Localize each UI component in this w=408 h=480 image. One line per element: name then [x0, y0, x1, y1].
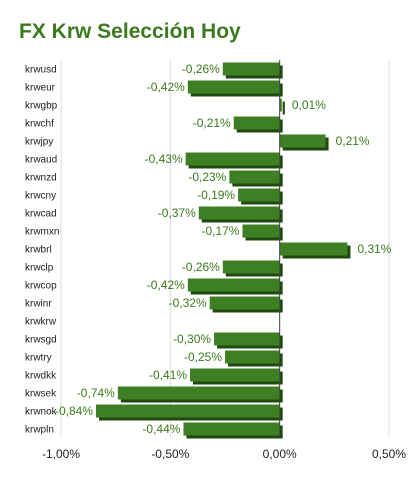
category-label: krwusd	[25, 65, 57, 76]
data-label: -0,41%	[149, 368, 187, 382]
bar	[183, 422, 280, 436]
bar-shadow	[282, 101, 285, 115]
category-label: krwcny	[25, 191, 56, 202]
bar	[279, 242, 348, 256]
data-label: -0,26%	[182, 62, 220, 76]
category-label: krwclp	[25, 263, 54, 274]
data-label: -0,42%	[147, 80, 185, 94]
data-label: -0,26%	[182, 260, 220, 274]
bar	[222, 260, 280, 274]
data-label: -0,43%	[145, 152, 183, 166]
x-tick-label: 0,50%	[372, 447, 406, 461]
category-label: krwdkk	[25, 371, 57, 382]
category-label: krwpln	[25, 425, 54, 436]
category-label: krwmxn	[25, 227, 59, 238]
category-label: krwinr	[25, 299, 52, 310]
data-label: -0,19%	[197, 188, 235, 202]
bar	[238, 188, 280, 202]
bar	[198, 206, 280, 220]
bar	[214, 332, 280, 346]
category-label: krwsek	[25, 389, 57, 400]
bar	[233, 116, 280, 130]
category-label: krwcad	[25, 209, 57, 220]
data-label: -0,74%	[77, 386, 115, 400]
category-label: krwnzd	[25, 173, 57, 184]
bar	[117, 386, 280, 400]
category-label: krwcop	[25, 281, 57, 292]
data-label: -0,32%	[169, 296, 207, 310]
category-label: krwsgd	[25, 335, 57, 346]
category-label: krwnok	[25, 407, 58, 418]
category-label: krwtry	[25, 353, 52, 364]
data-label: -0,23%	[188, 170, 226, 184]
x-tick-label: 0,00%	[263, 447, 297, 461]
bar	[279, 134, 326, 148]
bar	[222, 62, 280, 76]
data-label: -0,42%	[147, 278, 185, 292]
chart-title: FX Krw Selección Hoy	[19, 20, 241, 43]
bar	[187, 80, 280, 94]
data-label: -0,17%	[201, 224, 239, 238]
bar	[185, 152, 280, 166]
bar	[225, 350, 280, 364]
x-tick-label: -1,00%	[42, 447, 80, 461]
data-label: -0,30%	[173, 332, 211, 346]
data-label: 0,21%	[336, 134, 370, 148]
bar	[209, 296, 280, 310]
bar	[190, 368, 280, 382]
category-label: krwjpy	[25, 137, 53, 148]
data-label: -0,21%	[193, 116, 231, 130]
category-label: krwkrw	[25, 317, 57, 328]
category-label: krwchf	[25, 119, 54, 130]
data-label: 0,01%	[292, 98, 326, 112]
data-label: 0,31%	[357, 242, 391, 256]
category-label: krwgbp	[25, 101, 58, 112]
bar	[242, 224, 280, 238]
bar	[279, 98, 282, 112]
data-label: -0,25%	[184, 350, 222, 364]
category-label: krwaud	[25, 155, 57, 166]
data-label: -0,44%	[142, 422, 180, 436]
category-label: krweur	[25, 83, 56, 94]
bar	[187, 278, 280, 292]
category-label: krwbrl	[25, 245, 52, 256]
data-label: -0,37%	[158, 206, 196, 220]
data-label: -0,84%	[55, 404, 93, 418]
x-tick-label: -0,50%	[151, 447, 189, 461]
bar	[95, 404, 280, 418]
bar	[229, 170, 280, 184]
